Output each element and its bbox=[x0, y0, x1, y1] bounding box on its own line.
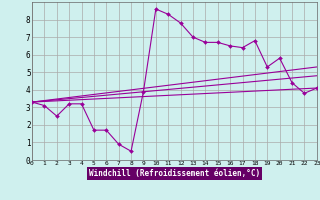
X-axis label: Windchill (Refroidissement éolien,°C): Windchill (Refroidissement éolien,°C) bbox=[89, 169, 260, 178]
